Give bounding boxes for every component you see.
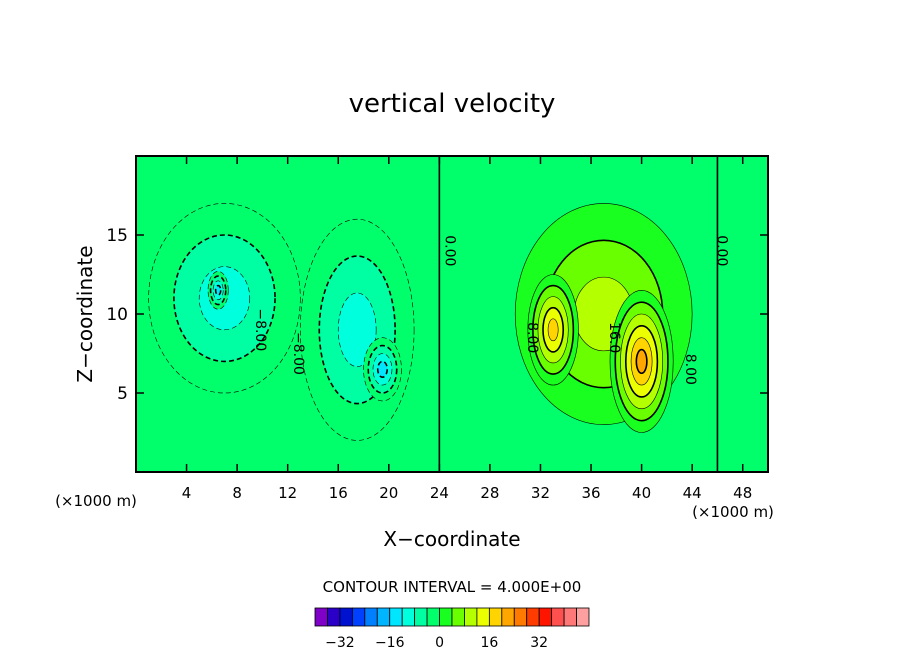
- contour-level: [376, 360, 389, 378]
- y-axis: 5 10 15: [106, 226, 768, 404]
- colorbar-tick-label: 16: [480, 635, 498, 651]
- x-tick-label: 8: [232, 484, 242, 502]
- x-tick-label: 48: [733, 484, 752, 502]
- colorbar-swatch: [526, 607, 540, 627]
- contour-label: 16.0: [606, 322, 622, 353]
- colorbar-swatch: [376, 607, 391, 627]
- colorbar-tick-label: −16: [375, 635, 405, 651]
- colorbar-swatch: [351, 607, 366, 627]
- chart-title: vertical velocity: [349, 89, 556, 119]
- colorbar-swatch: [401, 607, 416, 627]
- x-axis: 4 8 12 16 20 24 28 32 36 40 44 48: [182, 156, 752, 502]
- colorbar-swatch: [314, 607, 328, 627]
- contour-labels: 0.00 0.00 8.00 8.00 16.0 −8.00 −8.00: [252, 235, 729, 385]
- contour-label: −8.00: [252, 308, 268, 351]
- colorbar-swatch: [563, 607, 577, 627]
- colorbar-swatch: [426, 607, 440, 627]
- colorbar-swatch: [513, 607, 528, 627]
- contour-label: −8.00: [290, 332, 306, 375]
- x-unit-right: (×1000 m): [692, 503, 774, 521]
- colorbar-swatch: [414, 607, 428, 627]
- colorbar-ticks: −32 −16 0 16 32: [325, 635, 548, 651]
- y-axis-label: Z−coordinate: [73, 245, 97, 382]
- colorbar-swatch: [501, 607, 515, 627]
- colorbar-swatch: [451, 607, 465, 627]
- colorbar-swatch: [538, 607, 553, 627]
- x-tick-label: 44: [683, 484, 702, 502]
- contour-level: [337, 292, 377, 367]
- contour-interval-text: CONTOUR INTERVAL = 4.000E+00: [323, 578, 582, 596]
- x-tick-label: 16: [329, 484, 348, 502]
- x-tick-label: 28: [480, 484, 499, 502]
- colorbar-swatch: [439, 607, 453, 627]
- colorbar-swatch: [327, 607, 341, 627]
- x-tick-label: 4: [182, 484, 192, 502]
- contour-level: [214, 284, 222, 296]
- x-tick-label: 36: [581, 484, 600, 502]
- colorbar-tick-label: −32: [325, 635, 355, 651]
- downdraft-cell: [300, 218, 415, 441]
- contour-level: [547, 318, 559, 342]
- colorbar-swatch: [576, 607, 590, 627]
- x-tick-label: 12: [278, 484, 297, 502]
- contour-label: 8.00: [682, 354, 698, 385]
- contour-level: [635, 348, 648, 375]
- x-tick-label: 40: [632, 484, 651, 502]
- colorbar-swatch: [339, 607, 353, 627]
- colorbar-swatch: [476, 607, 490, 627]
- x-tick-label: 24: [430, 484, 449, 502]
- y-tick-label: 5: [117, 384, 128, 404]
- colorbar-tick-label: 32: [530, 635, 548, 651]
- colorbar-swatch: [389, 607, 403, 627]
- x-unit-left: (×1000 m): [55, 492, 137, 510]
- contour-label: 8.00: [524, 322, 540, 353]
- updraft-cell: [527, 274, 579, 386]
- colorbar-tick-label: 0: [435, 635, 444, 651]
- contour-label: 0.00: [713, 235, 729, 266]
- x-tick-label: 32: [531, 484, 550, 502]
- colorbar-swatch: [364, 607, 378, 627]
- updraft-cell: [609, 289, 674, 433]
- downdraft-cell: [207, 271, 229, 310]
- x-axis-label: X−coordinate: [383, 527, 520, 551]
- contour-label: 0.00: [442, 235, 458, 266]
- colorbar-swatch: [464, 607, 478, 627]
- colorbar-swatch: [551, 607, 565, 627]
- colorbar: [314, 607, 590, 627]
- y-tick-label: 15: [106, 226, 128, 246]
- colorbar-swatch: [488, 607, 503, 627]
- contour-field: [148, 156, 719, 472]
- x-tick-label: 20: [379, 484, 398, 502]
- downdraft-cell: [363, 337, 402, 402]
- y-tick-label: 10: [106, 305, 128, 325]
